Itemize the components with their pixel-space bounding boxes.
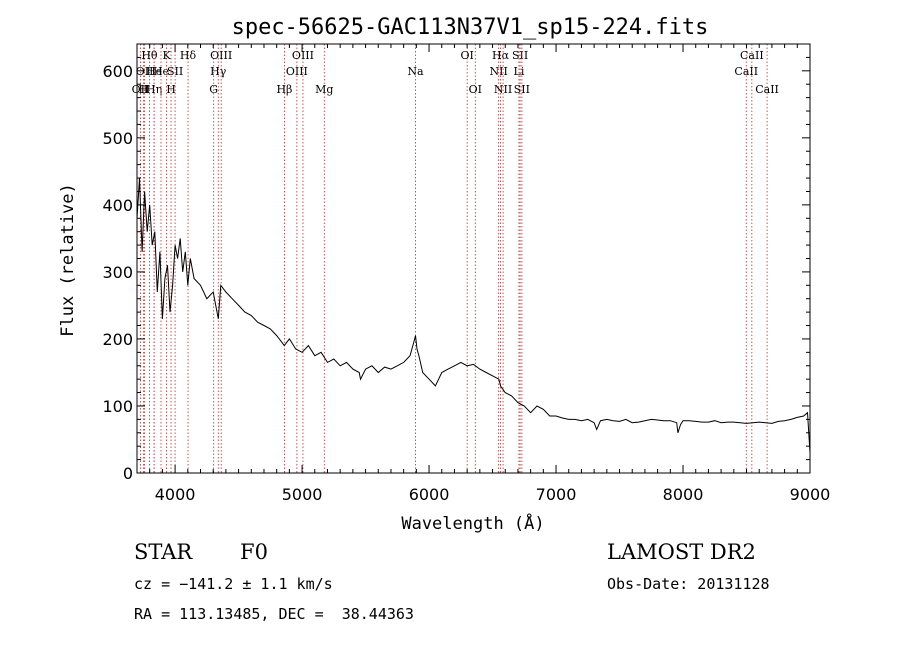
x-axis-label: Wavelength (Å)	[401, 512, 544, 534]
y-tick-label: 100	[102, 397, 133, 416]
line-label: Hη	[146, 83, 162, 96]
line-label: H	[166, 83, 176, 96]
line-label: Hβ	[276, 83, 292, 96]
line-label: SII	[512, 49, 528, 62]
line-label: OIII	[286, 65, 308, 78]
line-label: SII	[514, 83, 530, 96]
line-label: Li	[514, 65, 525, 78]
line-label: K	[162, 49, 171, 62]
line-label: CaII	[734, 65, 758, 78]
line-label: OI	[460, 49, 473, 62]
line-label: Mg	[315, 83, 333, 96]
y-tick-label: 500	[102, 129, 133, 148]
line-label: He	[146, 65, 162, 78]
line-label: SII	[167, 65, 183, 78]
y-tick-label: 600	[102, 62, 133, 81]
line-label: CaII	[755, 83, 779, 96]
spectrum-line	[136, 178, 811, 453]
object-subclass: F0	[240, 540, 268, 564]
y-tick-label: 300	[102, 263, 133, 282]
line-label: CaII	[740, 49, 764, 62]
redshift-cz: cz = −141.2 ± 1.1 km/s	[134, 575, 333, 593]
x-tick-label: 5000	[282, 485, 323, 504]
x-tick-label: 7000	[536, 485, 577, 504]
y-axis: 0 100 200 300 400 500 600	[102, 56, 810, 483]
survey-name: LAMOST DR2	[607, 540, 756, 564]
y-axis-label: Flux (relative)	[58, 183, 78, 337]
x-tick-label: 9000	[790, 485, 831, 504]
line-markers: OIIHOIIHθHeHηHeKHSIIHδGHγOIIIHβOIIIOIIIM…	[132, 44, 779, 473]
line-label: OIII	[210, 49, 232, 62]
y-tick-label: 400	[102, 196, 133, 215]
ra-dec: RA = 113.13485, DEC = 38.44363	[134, 605, 414, 623]
line-label: NII	[494, 83, 512, 96]
line-label: He	[153, 65, 169, 78]
x-tick-label: 8000	[663, 485, 704, 504]
line-label: NII	[489, 65, 507, 78]
line-label: G	[209, 83, 218, 96]
x-tick-label: 6000	[409, 485, 450, 504]
line-label: OI	[469, 83, 482, 96]
line-label: H	[139, 83, 149, 96]
line-label: Na	[407, 65, 424, 78]
line-label: Hα	[492, 49, 510, 62]
spectrum-chart: spec-56625-GAC113N37V1_sp15-224.fits OII…	[58, 15, 831, 534]
line-label: OIII	[292, 49, 314, 62]
y-tick-label: 200	[102, 330, 133, 349]
chart-title: spec-56625-GAC113N37V1_sp15-224.fits	[232, 15, 709, 40]
line-label: Hγ	[210, 65, 227, 78]
plot-frame	[136, 43, 811, 474]
line-label: Hθ	[141, 49, 158, 62]
object-class: STAR	[134, 540, 193, 564]
x-tick-label: 4000	[155, 485, 196, 504]
line-label: OII	[136, 65, 154, 78]
line-label: Hδ	[180, 49, 197, 62]
obs-date: Obs-Date: 20131128	[607, 575, 770, 593]
y-tick-label: 0	[123, 464, 133, 483]
x-axis: 4000 5000 6000 7000 8000 9000	[136, 44, 831, 504]
